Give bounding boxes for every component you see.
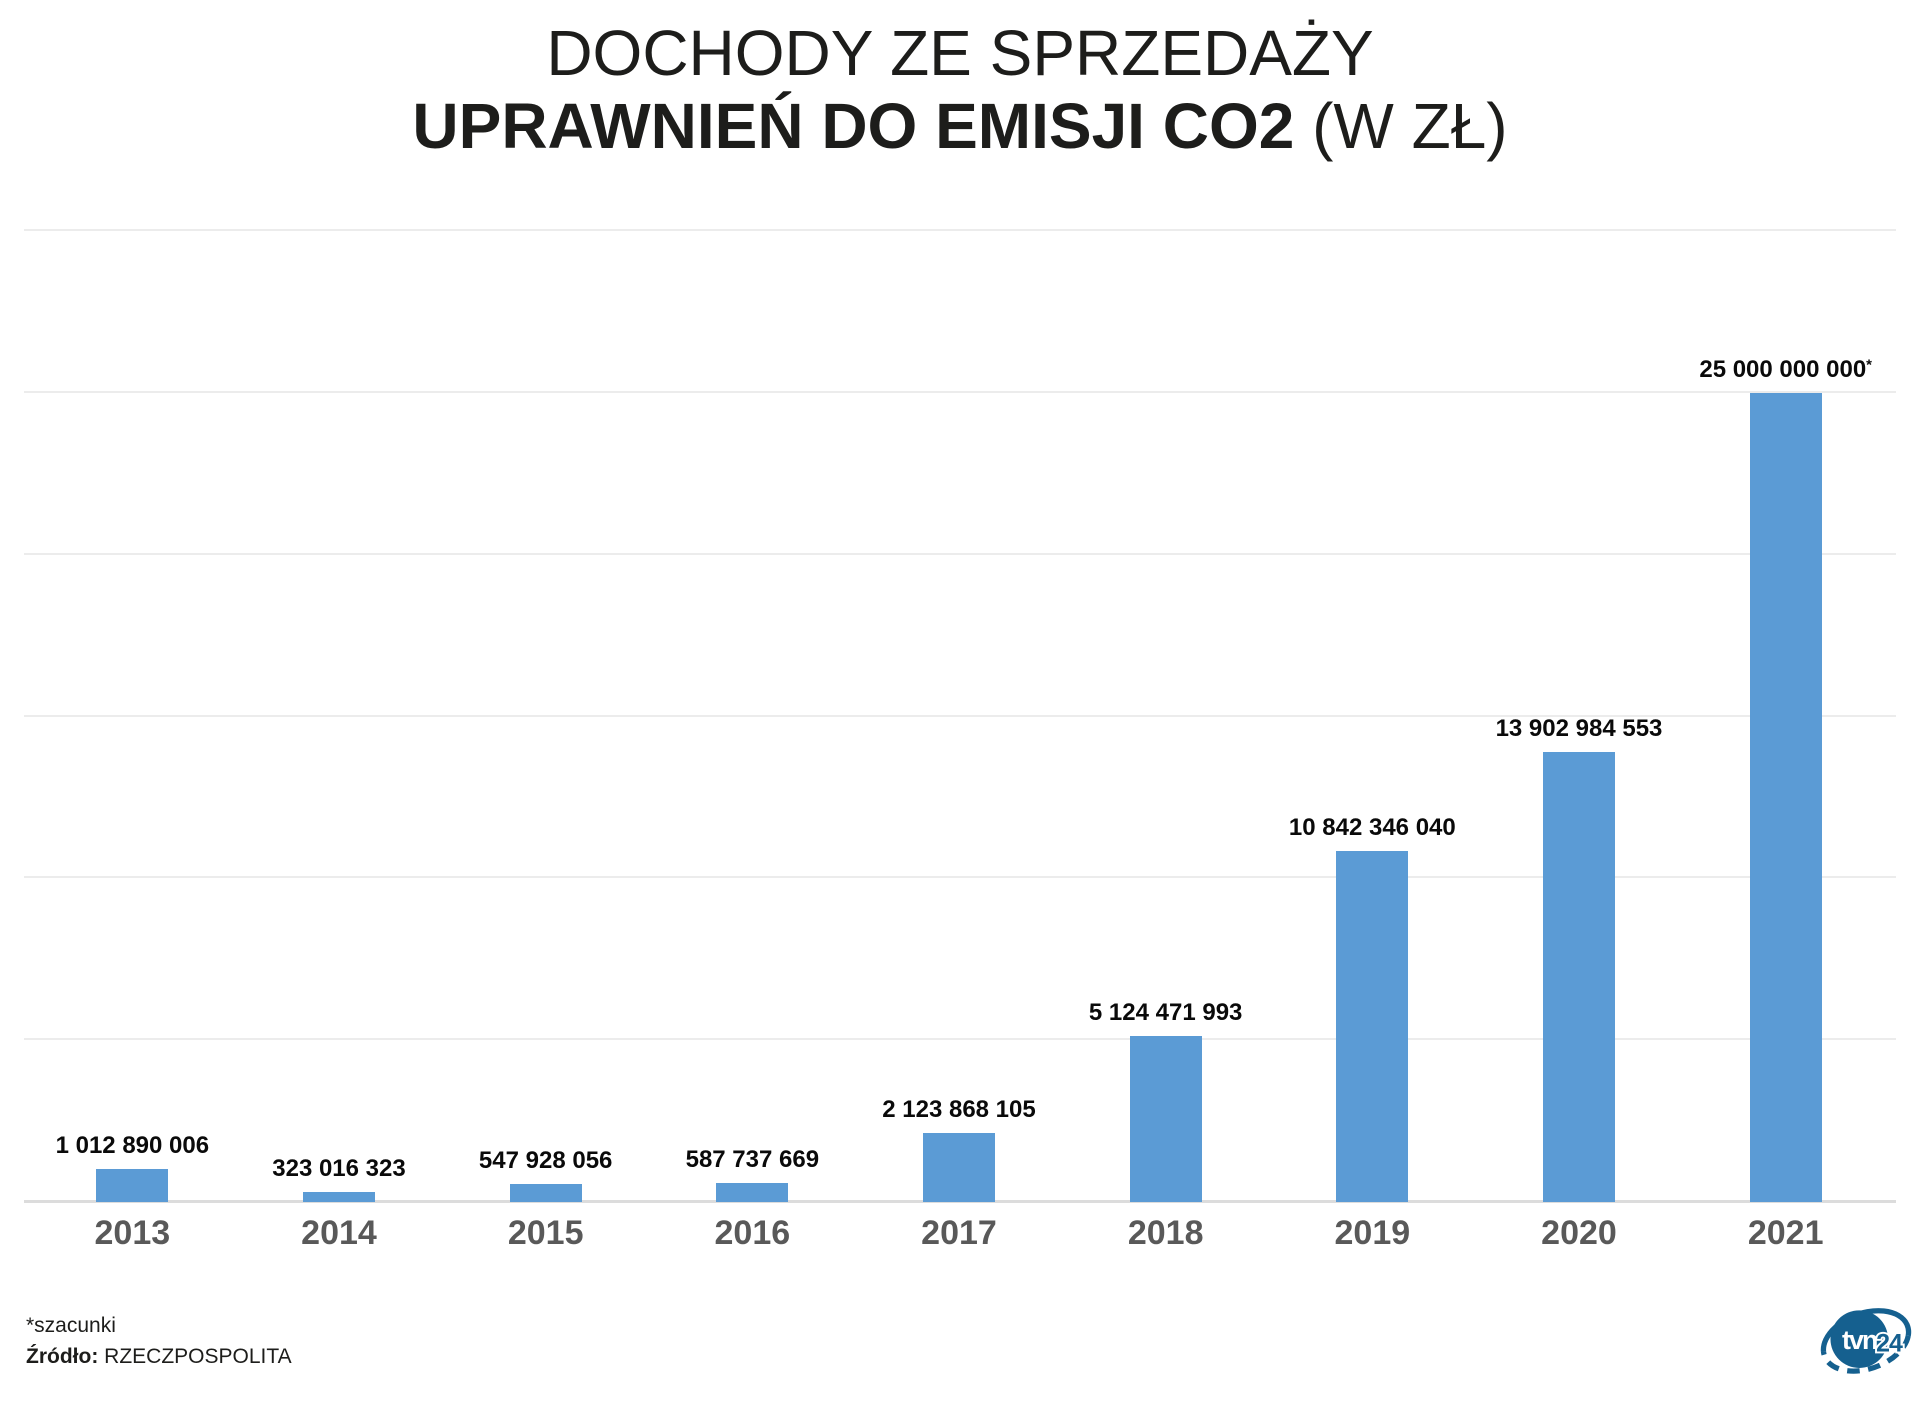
gridline: [24, 1038, 1896, 1041]
logo-text-tvn: tvn: [1842, 1325, 1877, 1355]
bar: [1129, 1036, 1202, 1202]
footnote: *szacunki: [26, 1314, 116, 1337]
chart-title-line1: DOCHODY ZE SPRZEDAŻY: [546, 17, 1374, 89]
gridline: [24, 714, 1896, 717]
bar-column: 1 012 890 006 2013: [29, 231, 236, 1252]
bar: [509, 1184, 582, 1202]
plot-area: 1 012 890 006 2013 323 016 323 2014 547 928 …: [24, 229, 1896, 1252]
footer: *szacunki Źródło: RZECZPOSPOLITA: [26, 1310, 292, 1372]
x-axis-label: 2014: [301, 1214, 377, 1252]
bar-column: 323 016 323 2014: [236, 231, 443, 1252]
chart-title: DOCHODY ZE SPRZEDAŻY UPRAWNIEŃ DO EMISJI…: [0, 16, 1920, 162]
x-axis-label: 2018: [1127, 1214, 1204, 1252]
bar-column: 2 123 868 105 2017: [856, 231, 1063, 1252]
x-axis-label: 2013: [94, 1214, 171, 1252]
bar-column: 5 124 471 993 2018: [1062, 231, 1269, 1252]
bar: [302, 1191, 375, 1202]
logo-text-24: 24: [1876, 1330, 1903, 1358]
logo-circle: [1830, 1310, 1889, 1368]
gridline: [24, 552, 1896, 555]
gridline: [24, 390, 1896, 393]
bar-value-label: 323 016 323: [272, 1154, 406, 1182]
bar-value-label: 2 123 868 105: [882, 1096, 1036, 1124]
x-axis-label: 2015: [507, 1214, 584, 1252]
bar-value-label: 547 928 056: [478, 1147, 613, 1175]
bar-value-label: 25 000 000 000*: [1699, 355, 1872, 383]
bar-column: 587 737 669 2016: [649, 231, 856, 1252]
x-axis-label: 2020: [1541, 1214, 1617, 1252]
x-axis-label: 2017: [921, 1214, 997, 1252]
chart-title-line2-bold: UPRAWNIEŃ DO EMISJI CO2: [412, 90, 1295, 162]
bar: [1336, 851, 1409, 1202]
bar: [1749, 392, 1822, 1202]
bar: [922, 1133, 995, 1202]
chart-title-line2: UPRAWNIEŃ DO EMISJI CO2 (W ZŁ): [0, 90, 1920, 162]
x-axis-label: 2021: [1747, 1214, 1824, 1252]
gridline: [24, 876, 1896, 879]
chart-title-line2-light: (W ZŁ): [1294, 90, 1508, 162]
bar-value-label: 1 012 890 006: [55, 1132, 210, 1160]
bar: [716, 1182, 789, 1202]
bar-value-label: 13 902 984 553: [1495, 715, 1663, 743]
bar-column: 547 928 056 2015: [442, 231, 649, 1252]
x-axis-label: 2016: [714, 1214, 791, 1252]
bar-value-label: 5 124 471 993: [1088, 999, 1243, 1027]
bar-value-label: 587 737 669: [685, 1145, 820, 1173]
gridline: [24, 229, 1896, 231]
source-label: Źródło:: [26, 1345, 99, 1368]
bar-column: 13 902 984 553 2020: [1476, 231, 1683, 1252]
source-value: RZECZPOSPOLITA: [98, 1345, 292, 1368]
bar-value-label: 10 842 346 040: [1288, 814, 1456, 842]
tvn24-logo: tvn 24: [1820, 1308, 1912, 1374]
source-line: Źródło: RZECZPOSPOLITA: [26, 1341, 292, 1372]
x-axis-label: 2019: [1334, 1214, 1411, 1252]
bar-column: 25 000 000 000* 2021: [1682, 231, 1889, 1252]
bar-column: 10 842 346 040 2019: [1269, 231, 1476, 1252]
bar: [96, 1169, 169, 1202]
bar: [1542, 752, 1615, 1202]
estimate-asterisk: *: [1866, 357, 1872, 374]
